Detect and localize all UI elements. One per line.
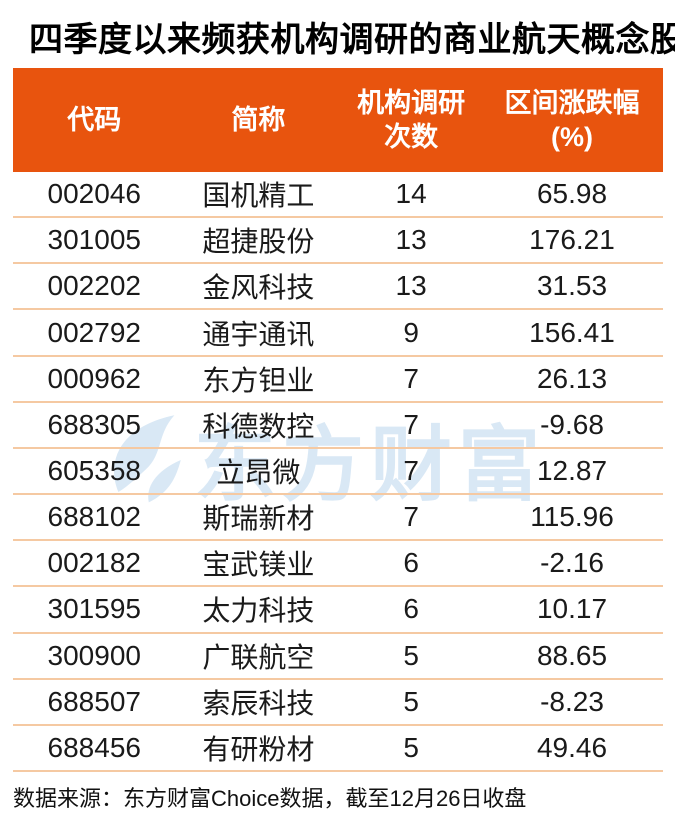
survey-count-cell: 7 (403, 501, 419, 533)
stock-code-cell: 688102 (47, 501, 141, 533)
change-pct-cell: 115.96 (530, 501, 614, 533)
survey-count-cell: 5 (403, 685, 419, 717)
change-pct-cell: 31.53 (536, 270, 608, 302)
survey-count-cell: 7 (403, 408, 419, 440)
stock-code-cell: 002046 (47, 178, 141, 210)
stock-name-cell: 金风科技 (202, 272, 315, 304)
stock-name-cell: 通宇通讯 (202, 318, 315, 350)
survey-count-cell: 5 (403, 639, 419, 671)
survey-count-cell: 13 (395, 224, 427, 256)
table-body: 002046 国机精工 14 65.98 301005 超捷股份 13 176.… (13, 172, 663, 773)
table-row: 301595 太力科技 6 10.17 (13, 587, 663, 634)
survey-count-cell: 6 (403, 547, 419, 579)
page-title: 四季度以来频获机构调研的商业航天概念股 (29, 21, 675, 59)
change-pct-cell: -2.16 (540, 547, 604, 579)
change-pct-cell: 49.46 (536, 731, 608, 763)
table-row: 002182 宝武镁业 6 -2.16 (13, 541, 663, 588)
stock-code-cell: 605358 (47, 455, 141, 487)
table-header-row: 代码 简称 机构调研 次数 区间涨跌幅 (%) (13, 68, 663, 172)
stock-code-cell: 002182 (47, 547, 141, 579)
stock-code-cell: 300900 (47, 639, 141, 671)
stock-code-cell: 301005 (47, 224, 141, 256)
survey-count-cell: 7 (403, 362, 419, 394)
table-row: 688305 科德数控 7 -9.68 (13, 403, 663, 449)
table-row: 002046 国机精工 14 65.98 (13, 172, 663, 219)
stock-name-cell: 宝武镁业 (202, 549, 315, 581)
survey-count-cell: 13 (395, 270, 427, 302)
change-pct-cell: 156.41 (529, 316, 615, 348)
stock-name-cell: 斯瑞新材 (202, 503, 315, 535)
column-header-survey-count: 机构调研 次数 (357, 88, 466, 152)
stock-name-cell: 东方钽业 (202, 364, 315, 396)
stock-table: 代码 简称 机构调研 次数 区间涨跌幅 (%) 002046 国机精工 14 6… (13, 68, 663, 773)
change-pct-cell: 88.65 (536, 639, 608, 671)
stock-code-cell: 688507 (47, 685, 141, 717)
survey-count-cell: 9 (403, 316, 419, 348)
column-header-name: 简称 (231, 105, 286, 135)
survey-count-cell: 14 (395, 178, 427, 210)
stock-name-cell: 国机精工 (202, 180, 315, 212)
column-header-code: 代码 (67, 105, 122, 135)
stock-code-cell: 000962 (47, 362, 141, 394)
table-row: 300900 广联航空 5 88.65 (13, 634, 663, 680)
stock-code-cell: 688305 (47, 408, 141, 440)
stock-name-cell: 科德数控 (202, 410, 315, 442)
table-row: 688102 斯瑞新材 7 115.96 (13, 495, 663, 542)
stock-code-cell: 688456 (47, 731, 141, 763)
stock-code-cell: 002792 (47, 316, 141, 348)
survey-count-cell: 7 (403, 455, 419, 487)
stock-code-cell: 301595 (47, 593, 141, 625)
change-pct-cell: 10.17 (536, 593, 608, 625)
stock-name-cell: 立昂微 (216, 457, 301, 489)
change-pct-cell: -9.68 (540, 408, 604, 440)
change-pct-cell: 65.98 (536, 178, 608, 210)
change-pct-cell: 26.13 (536, 362, 608, 394)
table-row: 002792 通宇通讯 9 156.41 (13, 310, 663, 357)
stock-name-cell: 有研粉材 (202, 733, 315, 765)
table-row: 605358 立昂微 7 12.87 (13, 449, 663, 496)
stock-name-cell: 太力科技 (202, 595, 315, 627)
survey-count-cell: 5 (403, 731, 419, 763)
change-pct-cell: 12.87 (536, 455, 608, 487)
stock-code-cell: 002202 (47, 270, 141, 302)
table-row: 000962 东方钽业 7 26.13 (13, 357, 663, 403)
column-header-change-pct: 区间涨跌幅 (%) (504, 88, 640, 152)
table-row: 301005 超捷股份 13 176.21 (13, 218, 663, 265)
change-pct-cell: 176.21 (529, 224, 615, 256)
data-source-note: 数据来源：东方财富Choice数据，截至12月26日收盘 (13, 786, 527, 811)
table-row: 688456 有研粉材 5 49.46 (13, 726, 663, 773)
stock-name-cell: 超捷股份 (202, 226, 315, 258)
stock-name-cell: 索辰科技 (202, 687, 315, 719)
survey-count-cell: 6 (403, 593, 419, 625)
stock-name-cell: 广联航空 (202, 641, 315, 673)
table-row: 688507 索辰科技 5 -8.23 (13, 680, 663, 726)
table-row: 002202 金风科技 13 31.53 (13, 264, 663, 311)
change-pct-cell: -8.23 (540, 685, 604, 717)
